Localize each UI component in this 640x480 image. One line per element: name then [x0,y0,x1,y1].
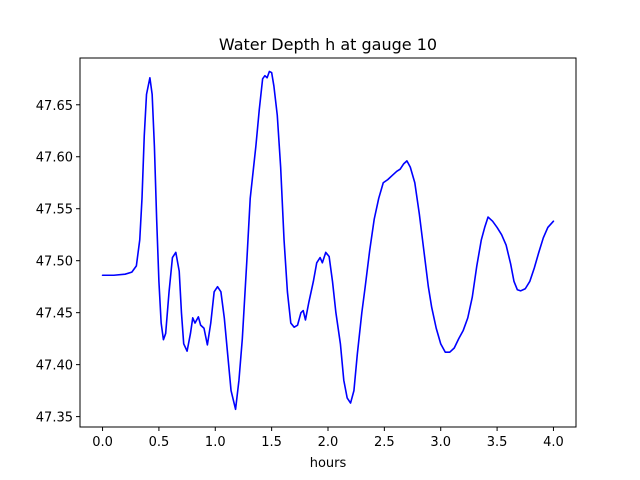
y-tick-label: 47.40 [36,359,73,374]
chart-title: Water Depth h at gauge 10 [219,35,437,54]
x-tick-label: 0.5 [149,435,170,450]
x-tick-label: 2.5 [374,435,395,450]
x-tick-label: 1.0 [205,435,226,450]
axis-ticks: 0.0 0.5 1.0 1.5 2.0 2.5 3.0 3.5 4.0 47.35 47.40 47.… [36,99,564,450]
series-line [101,70,555,411]
x-tick-label: 2.0 [318,435,339,450]
y-tick-label: 47.60 [36,151,73,166]
x-tick-label: 0.0 [92,435,113,450]
y-tick-label: 47.50 [36,255,73,270]
x-tick-label: 3.5 [487,435,508,450]
y-tick-label: 47.45 [36,307,73,322]
y-tick-label: 47.65 [36,99,73,114]
plot-area [101,70,555,411]
y-tick-label: 47.35 [36,411,73,426]
x-tick-label: 1.5 [261,435,282,450]
x-axis-label: hours [310,456,347,471]
x-tick-label: 3.0 [430,435,451,450]
axes-frame [79,57,577,428]
x-tick-label: 4.0 [543,435,564,450]
y-tick-label: 47.55 [36,203,73,218]
